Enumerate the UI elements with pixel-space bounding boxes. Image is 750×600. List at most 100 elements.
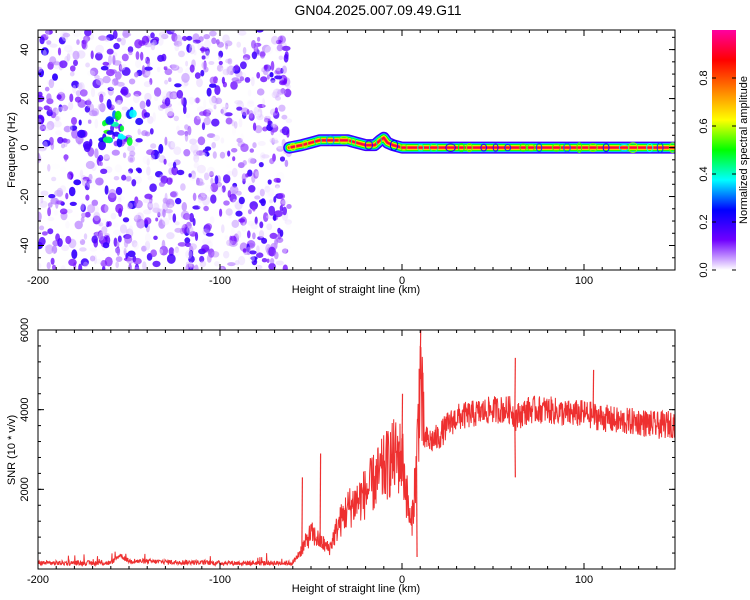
spectrogram-noise-cell bbox=[173, 40, 183, 47]
spectrogram-noise-cell bbox=[171, 63, 179, 70]
spectrogram-noise-cell bbox=[46, 262, 51, 270]
spectrogram-noise-cell bbox=[240, 61, 247, 70]
spectrogram-noise-cell bbox=[220, 266, 224, 270]
spectrogram-noise-cell bbox=[263, 69, 269, 76]
spectrogram-noise-cell bbox=[126, 202, 133, 210]
spectrogram-noise-cell bbox=[218, 50, 224, 58]
snr-spike bbox=[415, 465, 418, 558]
spectrogram-noise-cell bbox=[239, 76, 245, 82]
spectrogram-noise-cell bbox=[235, 210, 243, 217]
snr-x-tick-label: -200 bbox=[27, 574, 49, 586]
spectrogram-noise-cell bbox=[112, 222, 119, 228]
spectrogram-noise-cell bbox=[242, 54, 251, 61]
carrier-track-bump bbox=[389, 139, 399, 151]
spectrogram-noise-cell bbox=[259, 221, 264, 229]
spectrogram-noise-cell bbox=[167, 111, 175, 116]
spectrogram-blob bbox=[102, 136, 113, 144]
spectrogram-noise-cell bbox=[133, 211, 139, 220]
spectrogram-noise-cell bbox=[164, 97, 171, 107]
spectrogram-noise-cell bbox=[206, 113, 210, 119]
spectrogram-noise-cell bbox=[181, 72, 190, 83]
spectrogram-noise-cell bbox=[98, 35, 107, 41]
spectrogram-noise-cell bbox=[41, 231, 48, 236]
spectrogram-noise-cell bbox=[272, 136, 279, 143]
spectrogram-noise-cell bbox=[52, 73, 58, 81]
spectrogram-noise-cell bbox=[282, 206, 287, 216]
spectrogram-noise-cell bbox=[60, 166, 67, 172]
snr-spike bbox=[514, 417, 516, 478]
spectrogram-noise-cell bbox=[281, 248, 289, 254]
colorbar-tick-label: 0.4 bbox=[698, 166, 710, 181]
spectrogram-noise-cell bbox=[242, 160, 247, 166]
spectrogram-noise-cell bbox=[146, 158, 150, 166]
spectrogram-noise-cell bbox=[42, 49, 47, 58]
spectrogram-noise-cell bbox=[225, 117, 233, 125]
snr-marks bbox=[38, 330, 675, 568]
spectrogram-x-tick-label: -100 bbox=[209, 275, 231, 287]
spectrogram-noise-cell bbox=[260, 198, 266, 207]
spectrogram-noise-cell bbox=[270, 60, 275, 71]
spectrogram-noise-cell bbox=[173, 248, 181, 257]
spectrogram-noise-cell bbox=[234, 100, 243, 105]
spectrogram-noise-cell bbox=[75, 90, 81, 97]
spectrogram-noise-cell bbox=[106, 34, 115, 41]
spectrogram-noise-cell bbox=[247, 99, 254, 105]
spectrogram-noise-cell bbox=[266, 201, 270, 208]
spectrogram-noise-cell bbox=[217, 55, 222, 61]
spectrogram-noise-cell bbox=[116, 81, 125, 87]
spectrogram-noise-cell bbox=[143, 209, 149, 215]
spectrogram-noise-cell bbox=[274, 210, 283, 218]
spectrogram-noise-cell bbox=[144, 217, 152, 225]
spectrogram-noise-cell bbox=[39, 225, 45, 231]
spectrogram-noise-cell bbox=[49, 43, 58, 48]
spectrogram-noise-cell bbox=[107, 86, 114, 91]
spectrogram-noise-cell bbox=[100, 218, 108, 228]
spectrogram-noise-cell bbox=[145, 71, 152, 77]
spectrogram-noise-cell bbox=[193, 49, 197, 56]
spectrogram-noise-cell bbox=[269, 80, 277, 86]
spectrogram-noise-cell bbox=[108, 188, 117, 199]
spectrogram-noise-cell bbox=[267, 120, 273, 126]
spectrogram-noise-cell bbox=[283, 53, 289, 63]
spectrogram-noise-cell bbox=[51, 176, 57, 182]
spectrogram-noise-cell bbox=[79, 239, 86, 245]
spectrogram-noise-cell bbox=[273, 177, 281, 183]
spectrogram-noise-cell bbox=[201, 244, 210, 253]
spectrogram-noise-cell bbox=[196, 106, 205, 113]
spectrogram-noise-cell bbox=[141, 130, 149, 137]
spectrogram-noise-cell bbox=[257, 107, 263, 118]
spectrogram-noise-cell bbox=[246, 109, 250, 115]
spectrogram-noise-cell bbox=[127, 250, 136, 258]
carrier-track-bump bbox=[588, 143, 598, 153]
spectrogram-noise-cell bbox=[269, 72, 274, 78]
spectrogram-noise-cell bbox=[100, 65, 109, 71]
spectrogram-noise-cell bbox=[177, 130, 186, 136]
spectrogram-noise-cell bbox=[216, 64, 224, 72]
spectrogram-noise-cell bbox=[83, 233, 88, 240]
spectrogram-noise-cell bbox=[86, 180, 96, 189]
spectrogram-noise-cell bbox=[43, 124, 52, 131]
spectrogram-noise-cell bbox=[38, 118, 42, 124]
spectrogram-noise-cell bbox=[114, 164, 123, 173]
spectrogram-noise-cell bbox=[161, 95, 166, 102]
spectrogram-noise-cell bbox=[81, 212, 87, 218]
spectrogram-noise-cell bbox=[194, 158, 200, 167]
spectrogram-noise-cell bbox=[150, 32, 155, 39]
spectrogram-noise-cell bbox=[166, 232, 175, 240]
spectrogram-noise-cell bbox=[207, 166, 215, 176]
spectrogram-noise-cell bbox=[115, 99, 122, 110]
carrier-track-bump bbox=[563, 142, 571, 153]
spectrogram-noise-cell bbox=[189, 138, 198, 145]
spectrogram-noise-cell bbox=[230, 81, 238, 90]
spectrogram-noise-cell bbox=[204, 184, 213, 193]
carrier-track-bump bbox=[429, 143, 439, 153]
spectrogram-noise-cell bbox=[47, 106, 53, 113]
carrier-track-bump bbox=[646, 143, 654, 153]
spectrogram-noise-cell bbox=[91, 235, 98, 244]
spectrogram-noise-cell bbox=[80, 258, 89, 267]
spectrogram-noise-cell bbox=[159, 218, 164, 226]
spectrogram-noise-cell bbox=[102, 61, 110, 66]
spectrogram-blob bbox=[119, 125, 125, 132]
spectrogram-noise-cell bbox=[269, 232, 278, 239]
spectrogram-x-ticks: -200 -100 0 100 bbox=[27, 30, 676, 287]
